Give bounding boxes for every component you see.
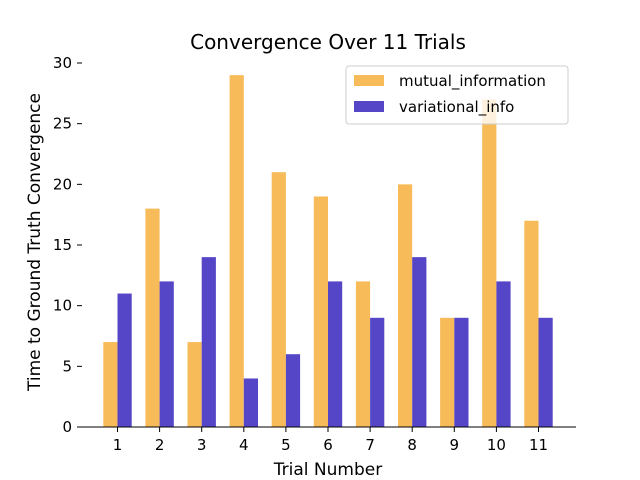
bar-variational_info-3 [201, 257, 216, 427]
x-tick-label: 3 [197, 436, 207, 454]
bar-mutual_information-8 [398, 184, 413, 427]
chart-title: Convergence Over 11 Trials [190, 30, 466, 54]
bar-mutual_information-10 [482, 99, 497, 428]
bar-mutual_information-6 [313, 196, 328, 427]
bar-mutual_information-7 [355, 281, 371, 427]
legend-frame [345, 65, 569, 125]
y-ticks: 0 5 10 15 20 25 30 [53, 54, 82, 436]
bar-mutual_information-5 [271, 172, 286, 427]
bar-variational_info-8 [412, 257, 427, 427]
bar-variational_info-1 [117, 293, 132, 427]
bar-mutual_information-9 [440, 317, 455, 427]
x-ticks: 1 2 3 4 5 6 7 8 9 10 11 [113, 427, 548, 454]
x-tick-label: 9 [450, 436, 460, 454]
x-tick-label: 6 [323, 436, 333, 454]
y-axis-title: Time to Ground Truth Convergence [25, 93, 45, 392]
y-tick-label: 20 [53, 175, 72, 193]
bar-mutual_information-1 [103, 342, 118, 427]
bar-variational_info-6 [328, 281, 343, 427]
bars-group [103, 75, 553, 428]
bar-mutual_information-2 [145, 208, 160, 427]
bar-variational_info-4 [243, 378, 258, 427]
x-tick-label: 10 [487, 436, 506, 454]
x-axis-title: Trial Number [273, 460, 382, 480]
bar-variational_info-7 [370, 317, 385, 427]
y-tick-label: 10 [53, 297, 72, 315]
x-tick-label: 7 [365, 436, 375, 454]
y-tick-label: 5 [62, 357, 72, 375]
legend-label-mutual_information: mutual_information [399, 72, 546, 91]
x-tick-label: 2 [155, 436, 165, 454]
y-tick-label: 25 [53, 115, 72, 133]
legend-swatch-mutual_information [354, 75, 384, 86]
x-tick-label: 8 [407, 436, 417, 454]
x-tick-label: 1 [113, 436, 123, 454]
y-tick-label: 30 [53, 54, 72, 72]
bar-variational_info-9 [454, 317, 469, 427]
bar-variational_info-5 [285, 354, 301, 427]
x-tick-label: 11 [529, 436, 548, 454]
legend-swatch-variational_info [354, 101, 384, 112]
bar-mutual_information-4 [229, 75, 244, 427]
bar-variational_info-11 [538, 317, 553, 427]
x-tick-label: 5 [281, 436, 291, 454]
y-tick-label: 0 [62, 418, 72, 436]
legend: mutual_information variational_info [345, 65, 569, 125]
y-tick-label: 15 [53, 236, 72, 254]
bar-mutual_information-3 [187, 342, 202, 427]
bar-mutual_information-11 [524, 220, 539, 427]
bar-variational_info-10 [496, 281, 511, 427]
legend-label-variational_info: variational_info [399, 98, 514, 117]
bar-variational_info-2 [159, 281, 174, 427]
x-tick-label: 4 [239, 436, 249, 454]
